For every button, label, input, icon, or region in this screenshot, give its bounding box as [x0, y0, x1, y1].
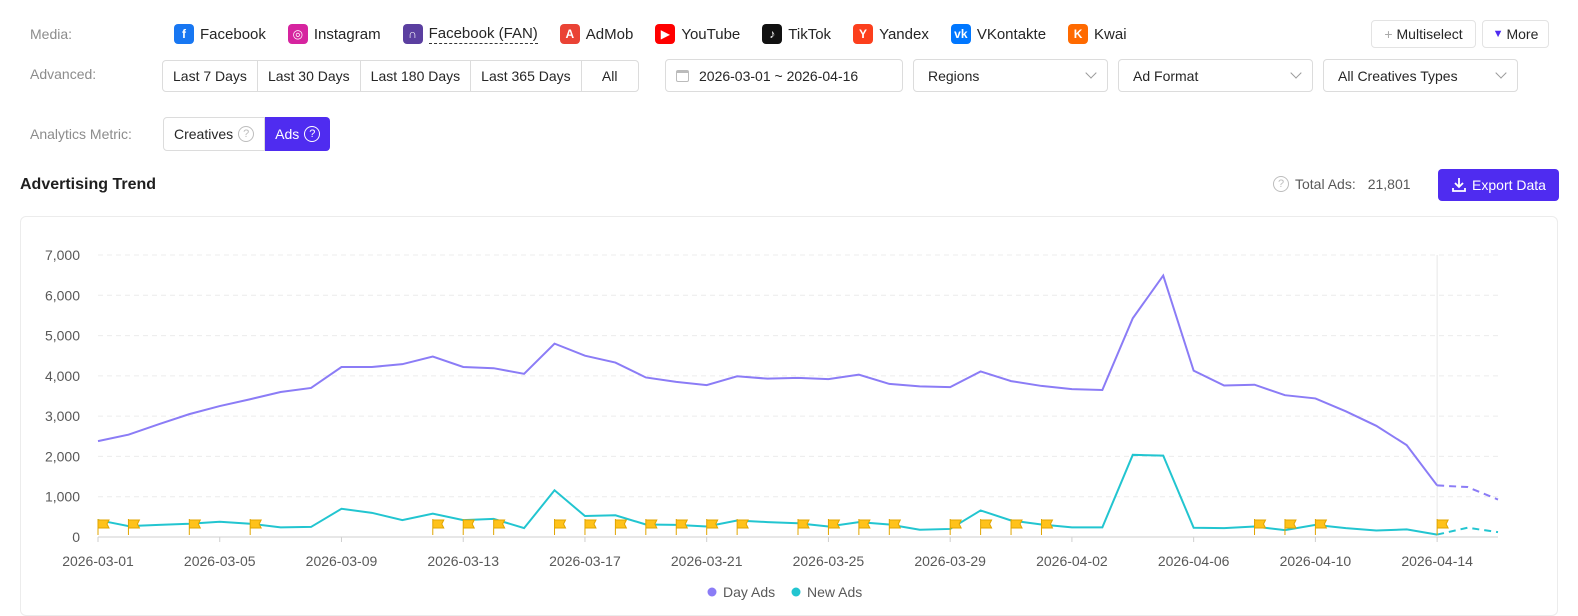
- facebook-audience-network-icon: ∩: [403, 24, 423, 44]
- media-item-label: Yandex: [879, 26, 929, 43]
- facebook-icon: f: [174, 24, 194, 44]
- instagram-icon: ◎: [288, 24, 308, 44]
- section-title: Advertising Trend: [20, 176, 156, 194]
- regions-placeholder: Regions: [928, 68, 979, 84]
- ad-format-select[interactable]: Ad Format: [1118, 59, 1313, 92]
- chevron-down-icon: [1290, 67, 1301, 78]
- help-icon[interactable]: ?: [304, 126, 320, 142]
- range-last-365-days[interactable]: Last 365 Days: [471, 61, 582, 91]
- media-item-label: Facebook (FAN): [429, 25, 538, 44]
- media-item-label: Instagram: [314, 26, 381, 43]
- media-item-admob[interactable]: A AdMob: [560, 24, 634, 44]
- creative-types-value: All Creatives Types: [1338, 68, 1458, 84]
- metric-ads-label: Ads: [275, 126, 299, 142]
- yandex-icon: Y: [853, 24, 873, 44]
- range-last-7-days[interactable]: Last 7 Days: [163, 61, 258, 91]
- media-item-vkontakte[interactable]: vk VKontakte: [951, 24, 1046, 44]
- media-item-label: AdMob: [586, 26, 634, 43]
- youtube-icon: ▶: [655, 24, 675, 44]
- date-range-presets: Last 7 Days Last 30 Days Last 180 Days L…: [162, 60, 639, 92]
- regions-select[interactable]: Regions: [913, 59, 1108, 92]
- range-last-180-days[interactable]: Last 180 Days: [361, 61, 472, 91]
- metric-creatives-label: Creatives: [174, 126, 233, 142]
- multiselect-label: Multiselect: [1397, 26, 1463, 42]
- help-icon[interactable]: ?: [238, 126, 254, 142]
- chevron-down-icon: [1495, 67, 1506, 78]
- total-ads: ? Total Ads: 21,801: [1273, 176, 1411, 192]
- media-item-youtube[interactable]: ▶ YouTube: [655, 24, 740, 44]
- help-icon[interactable]: ?: [1273, 176, 1289, 192]
- date-range-picker[interactable]: 2026-03-01 ~ 2026-04-16: [665, 59, 903, 92]
- metric-creatives-option[interactable]: Creatives ?: [163, 117, 265, 151]
- media-item-instagram[interactable]: ◎ Instagram: [288, 24, 381, 44]
- advanced-label: Advanced:: [30, 66, 96, 82]
- media-item-label: Facebook: [200, 26, 266, 43]
- media-item-facebook[interactable]: f Facebook: [174, 24, 266, 44]
- analytics-metric-toggle: Creatives ? Ads ?: [163, 117, 330, 151]
- ad-format-placeholder: Ad Format: [1133, 68, 1198, 84]
- total-ads-label: Total Ads:: [1295, 176, 1356, 192]
- chevron-down-icon: [1085, 67, 1096, 78]
- media-item-tiktok[interactable]: ♪ TikTok: [762, 24, 831, 44]
- media-item-label: TikTok: [788, 26, 831, 43]
- tiktok-icon: ♪: [762, 24, 782, 44]
- media-item-facebook-audience-network[interactable]: ∩ Facebook (FAN): [403, 24, 538, 44]
- media-item-label: Kwai: [1094, 26, 1127, 43]
- vkontakte-icon: vk: [951, 24, 971, 44]
- plus-icon: +: [1384, 26, 1392, 42]
- range-all[interactable]: All: [582, 61, 638, 91]
- media-item-label: YouTube: [681, 26, 740, 43]
- chevron-down-icon: ▼: [1493, 28, 1504, 40]
- export-data-label: Export Data: [1472, 177, 1546, 193]
- date-range-value: 2026-03-01 ~ 2026-04-16: [699, 68, 858, 84]
- more-label: More: [1506, 26, 1538, 42]
- media-item-yandex[interactable]: Y Yandex: [853, 24, 929, 44]
- media-item-kwai[interactable]: K Kwai: [1068, 24, 1127, 44]
- export-data-button[interactable]: Export Data: [1438, 169, 1559, 201]
- download-icon: [1451, 177, 1467, 193]
- range-last-30-days[interactable]: Last 30 Days: [258, 61, 361, 91]
- chart-panel: [20, 216, 1558, 616]
- kwai-icon: K: [1068, 24, 1088, 44]
- total-ads-value: 21,801: [1368, 176, 1411, 192]
- media-item-label: VKontakte: [977, 26, 1046, 43]
- metric-ads-option[interactable]: Ads ?: [265, 117, 330, 151]
- media-list: f Facebook ◎ Instagram ∩ Facebook (FAN) A AdMob…: [174, 22, 1149, 46]
- more-button[interactable]: ▼ More: [1482, 20, 1549, 48]
- admob-icon: A: [560, 24, 580, 44]
- creative-types-select[interactable]: All Creatives Types: [1323, 59, 1518, 92]
- media-label: Media:: [30, 26, 72, 42]
- calendar-icon: [676, 70, 689, 82]
- multiselect-button[interactable]: + Multiselect: [1371, 20, 1476, 48]
- analytics-metric-label: Analytics Metric:: [30, 126, 132, 142]
